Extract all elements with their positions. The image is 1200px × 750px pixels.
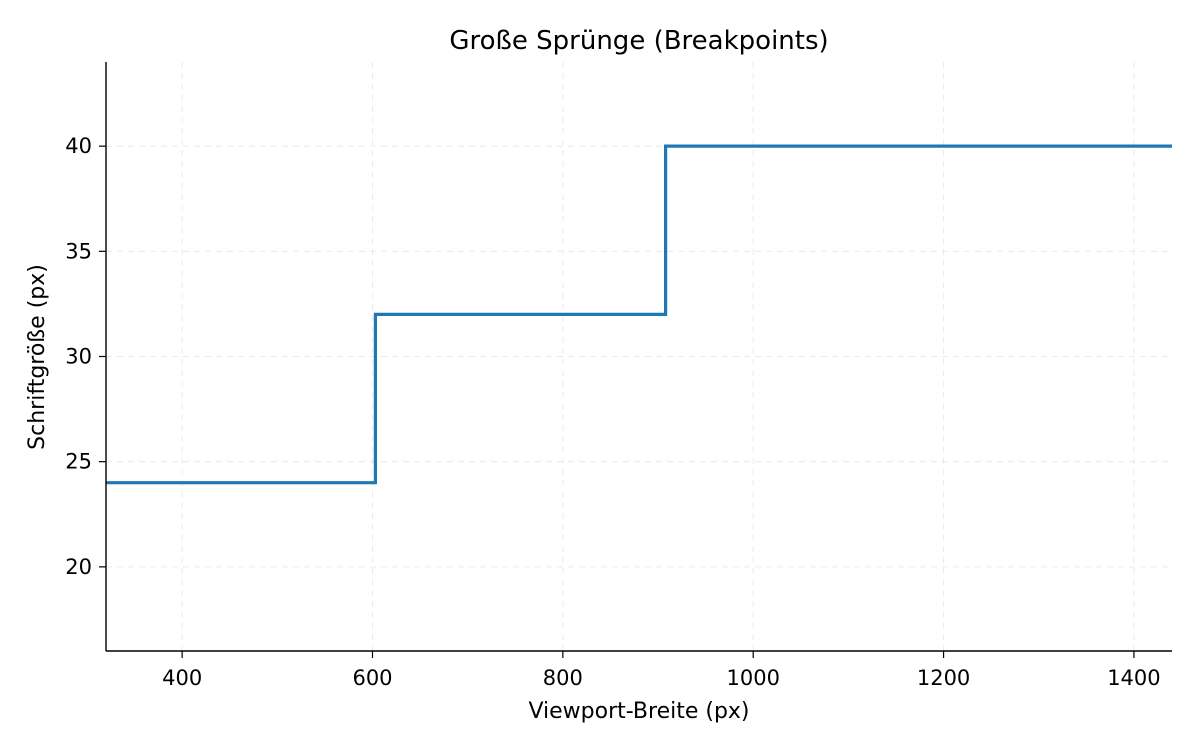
- y-tick-label: 25: [65, 450, 92, 474]
- x-tick-label: 1000: [726, 666, 779, 690]
- y-tick-label: 35: [65, 239, 92, 263]
- x-tick-label: 1400: [1107, 666, 1160, 690]
- y-tick-label: 30: [65, 345, 92, 369]
- grid: [106, 62, 1172, 651]
- chart-title: Große Sprünge (Breakpoints): [449, 26, 828, 56]
- y-ticks: 20 25 30 35 40: [65, 134, 106, 579]
- x-tick-label: 800: [543, 666, 583, 690]
- series-line: [106, 144, 1172, 485]
- x-axis-label: Viewport-Breite (px): [528, 699, 749, 724]
- x-tick-label: 400: [162, 666, 202, 690]
- x-tick-label: 1200: [917, 666, 970, 690]
- y-axis-label: Schriftgröße (px): [25, 264, 50, 450]
- y-tick-label: 20: [65, 555, 92, 579]
- series-layer: [106, 144, 1172, 485]
- y-tick-label: 40: [65, 134, 92, 158]
- x-tick-label: 600: [352, 666, 392, 690]
- x-ticks: 400 600 800 1000 1200 1400: [162, 651, 1161, 690]
